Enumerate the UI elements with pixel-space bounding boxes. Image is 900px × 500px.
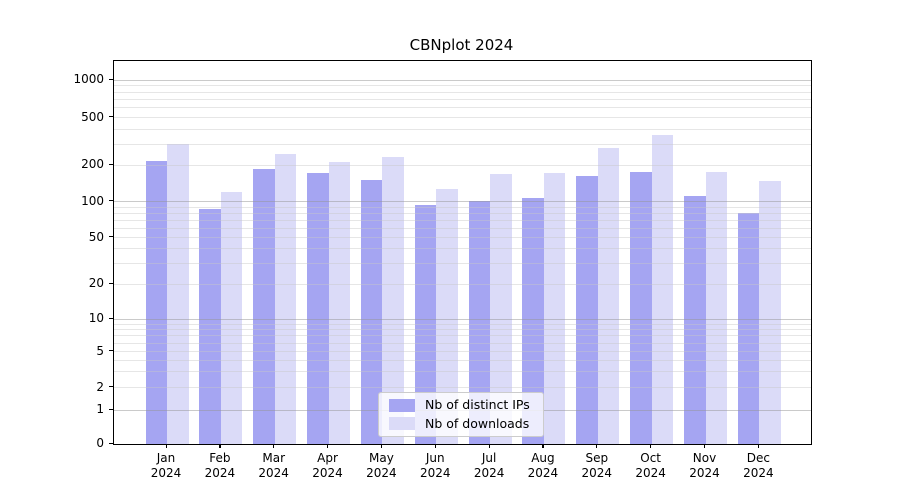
x-axis-tick-mark [434,444,436,448]
y-axis-tick-mark [109,116,113,118]
x-axis-tick-label: Feb 2024 [204,451,236,480]
bar-distinct-ips-nov [684,196,706,444]
x-axis-tick-mark [219,444,221,448]
bar-distinct-ips-sep [576,175,598,444]
x-axis-tick-mark [273,444,275,448]
chart-title: CBNplot 2024 [409,36,514,54]
x-axis-tick-mark [757,444,760,448]
bar-downloads-jul [490,174,512,444]
y-axis-tick-label: 50 [88,229,104,244]
y-axis-tick-label: 1000 [73,72,104,86]
y-axis-tick-mark [109,163,113,165]
bar-downloads-mar [274,153,297,444]
bar-distinct-ips-jul [468,201,491,444]
x-axis-tick-label: Jan 2024 [150,451,182,480]
y-axis-tick-label: 5 [96,343,104,358]
legend-swatch-distinct-ips [389,398,415,412]
bar-downloads-may [382,156,404,444]
x-axis-tick-label: May 2024 [366,451,397,480]
x-axis-tick-label: Jul 2024 [473,451,505,480]
bar-distinct-ips-jun [414,204,437,444]
minor-gridline [114,98,811,100]
x-axis-tick-mark [704,444,706,448]
legend-label-distinct-ips: Nb of distinct IPs [425,397,530,413]
bar-downloads-oct [651,135,674,444]
minor-gridline [114,85,811,87]
y-axis-tick-mark [109,282,113,284]
bar-downloads-jun [436,189,458,444]
x-axis-tick-label: Mar 2024 [258,451,289,480]
bar-downloads-aug [543,172,566,444]
minor-gridline [114,107,811,109]
major-gridline [114,79,811,81]
bar-distinct-ips-dec [737,212,760,444]
bar-distinct-ips-aug [522,197,544,444]
y-axis-tick-label: 20 [88,276,104,291]
y-axis-tick-label: 2 [96,379,104,394]
bar-distinct-ips-oct [630,171,652,444]
bar-downloads-sep [597,148,620,444]
y-axis-tick-mark [109,78,113,80]
x-axis-tick-mark [327,444,329,448]
x-axis-tick-label: Nov 2024 [689,451,720,480]
minor-gridline [114,143,811,145]
bar-distinct-ips-mar [253,168,275,444]
y-axis-tick-label: 1 [96,402,104,417]
plot-area [113,60,812,445]
x-axis-tick-label: Dec 2024 [743,451,774,480]
x-axis-tick-mark [542,444,544,448]
y-axis-tick-mark [109,386,113,388]
x-axis-tick-label: Jun 2024 [419,451,451,480]
bar-distinct-ips-feb [199,208,221,444]
x-axis-tick-mark [488,444,490,448]
x-axis-tick-mark [650,444,652,448]
y-axis-tick-label: 10 [88,311,104,326]
bar-distinct-ips-jan [145,161,167,444]
bar-downloads-dec [759,181,781,444]
legend: Nb of distinct IPs Nb of downloads [378,392,544,437]
minor-gridline [114,128,811,130]
x-axis-tick-mark [596,444,598,448]
y-axis-tick-mark [109,236,113,238]
y-axis-tick-label: 500 [81,109,104,124]
y-axis-tick-mark [109,408,113,410]
legend-entry-downloads: Nb of downloads [385,416,537,432]
minor-gridline [114,91,811,93]
y-axis-tick-label: 200 [81,157,104,172]
minor-gridline [114,117,811,119]
x-axis-tick-mark [165,444,167,448]
x-axis-tick-mark [380,444,383,448]
y-axis-tick-mark [109,317,113,319]
bar-downloads-feb [220,191,243,444]
x-axis-tick-label: Sep 2024 [581,451,613,480]
legend-label-downloads: Nb of downloads [425,415,530,431]
y-axis-tick-mark [109,442,113,444]
bar-downloads-nov [705,171,727,444]
legend-entry-distinct-ips: Nb of distinct IPs [385,397,537,413]
bar-distinct-ips-apr [307,173,329,444]
bar-downloads-apr [328,162,351,444]
legend-swatch-downloads [389,417,415,431]
y-axis-tick-label: 0 [96,436,104,451]
bar-downloads-jan [167,144,189,444]
x-axis-tick-label: Aug 2024 [527,451,559,480]
y-axis-tick-label: 100 [81,193,104,208]
bar-distinct-ips-may [360,179,383,444]
y-axis-tick-mark [109,350,113,352]
x-axis-tick-label: Oct 2024 [635,451,666,480]
minor-gridline [114,164,811,166]
y-axis-tick-mark [109,200,113,202]
x-axis-tick-label: Apr 2024 [312,451,343,480]
